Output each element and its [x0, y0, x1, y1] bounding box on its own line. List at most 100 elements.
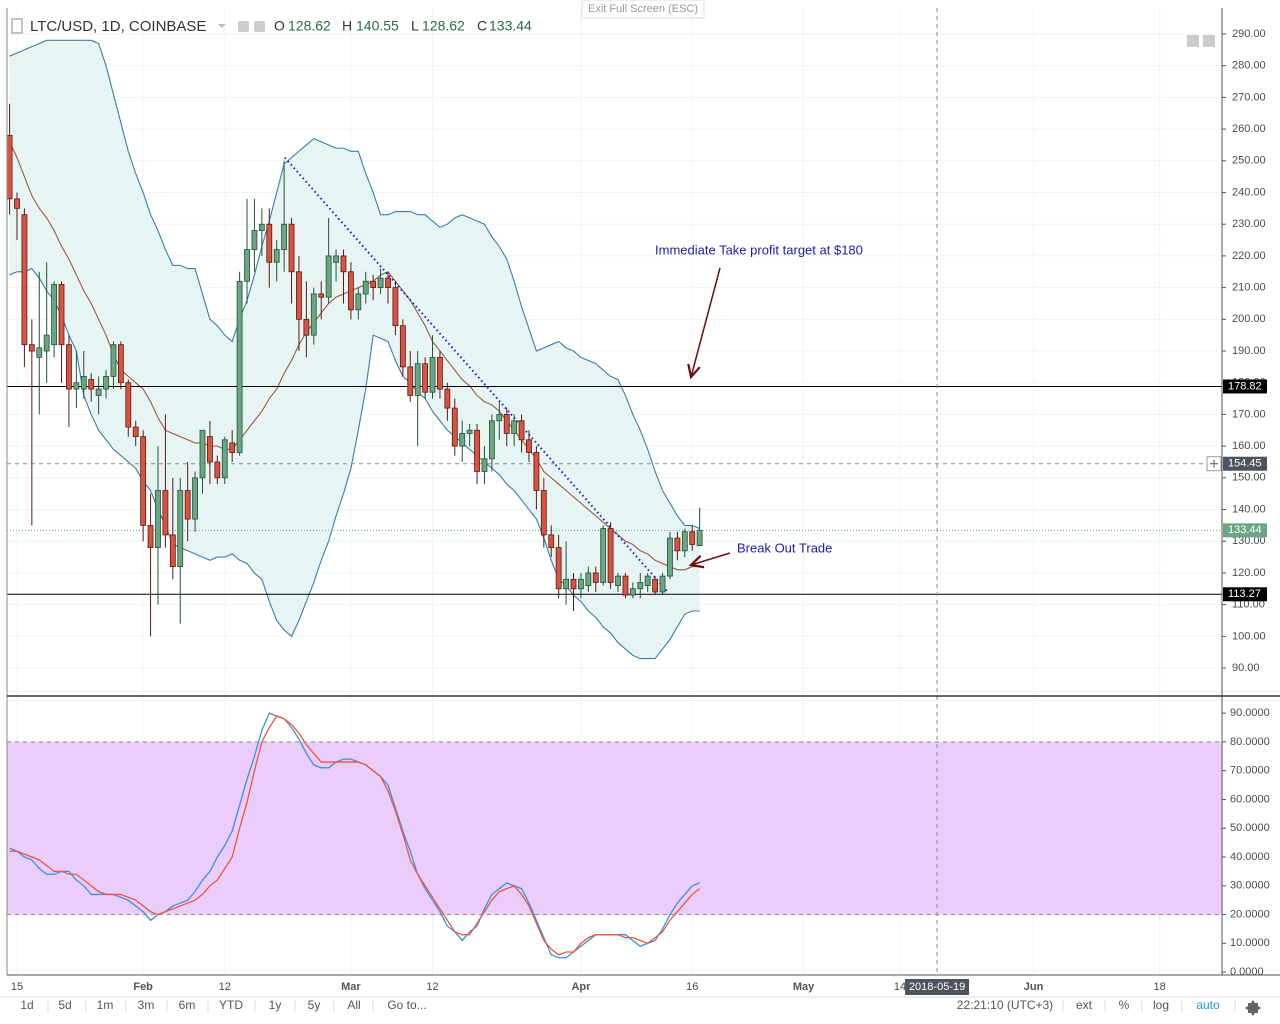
- candle-body: [437, 356, 443, 390]
- goto-button[interactable]: Go to...: [387, 998, 426, 1012]
- y-tick-label: 0.0000: [1230, 966, 1264, 978]
- range-button[interactable]: 5d: [58, 998, 71, 1012]
- option-button[interactable]: %: [1119, 998, 1130, 1012]
- level-label: 154.45: [1228, 458, 1262, 470]
- candle-body: [147, 524, 154, 548]
- ohlc-value: 128.62: [422, 18, 465, 34]
- candle-body: [340, 255, 347, 273]
- candle-body: [362, 280, 369, 295]
- candle-body: [548, 534, 555, 548]
- candle-body: [58, 284, 65, 346]
- candle-body: [229, 442, 236, 453]
- candle-body: [488, 420, 495, 460]
- candle-body: [80, 375, 87, 390]
- candle-body: [318, 293, 325, 298]
- settings-gear[interactable]: [1245, 1000, 1261, 1016]
- candle-body: [570, 578, 577, 590]
- plus-icon: [1210, 459, 1218, 468]
- y-tick-label: 260.00: [1232, 123, 1266, 135]
- range-button[interactable]: 1m: [97, 998, 114, 1012]
- candle-body: [66, 344, 72, 390]
- candle-body: [333, 255, 339, 263]
- stoch-pane: [7, 697, 1222, 975]
- option-button[interactable]: auto: [1196, 998, 1220, 1012]
- level-box: [1223, 379, 1267, 394]
- candle-body: [526, 439, 532, 453]
- x-tick-label: Feb: [133, 981, 153, 993]
- range-button[interactable]: 3m: [138, 998, 155, 1012]
- y-tick-label: 140.00: [1232, 503, 1266, 515]
- candle-body: [667, 537, 673, 577]
- indicator-line: [9, 712, 700, 959]
- candle-body: [110, 344, 117, 377]
- indicator-line: [9, 715, 701, 956]
- range-button[interactable]: 6m: [179, 998, 196, 1012]
- price-pane: [7, 8, 1222, 695]
- ohlc-label: H: [342, 18, 352, 34]
- pane-maximize[interactable]: [1203, 35, 1215, 47]
- range-button[interactable]: 1y: [269, 998, 282, 1012]
- range-button[interactable]: 1d: [20, 998, 33, 1012]
- candle-body: [503, 414, 510, 434]
- candle-body: [518, 420, 525, 441]
- candle-body: [177, 490, 184, 568]
- candle-body: [563, 578, 569, 590]
- candle-body: [21, 214, 28, 346]
- y-tick-label: 70.0000: [1230, 765, 1270, 777]
- range-button[interactable]: YTD: [219, 998, 243, 1012]
- last-price-label: 133.44: [1228, 524, 1262, 536]
- overlay: 15 Feb 12 Mar 12 Apr 16 May 14 Jun 18 90.00 100.00 11…: [11, 8, 1270, 995]
- option-button[interactable]: ext: [1076, 998, 1093, 1012]
- candle-body: [236, 280, 243, 453]
- indicator-line: [9, 141, 700, 571]
- candle-body: [585, 572, 592, 587]
- x-tick-label: May: [793, 981, 815, 993]
- candle-body: [95, 388, 102, 396]
- candle-body: [214, 461, 221, 479]
- y-tick-label: 110.00: [1232, 599, 1265, 611]
- x-tick-label: 12: [426, 981, 438, 993]
- y-tick-label: 90.0000: [1230, 707, 1270, 719]
- candle-body: [481, 458, 488, 472]
- candle-body: [578, 578, 584, 590]
- candle-body: [533, 452, 540, 491]
- range-button[interactable]: All: [347, 998, 360, 1012]
- stoch-band: [7, 741, 1222, 915]
- candle-body: [7, 135, 13, 200]
- candle-body: [207, 436, 213, 463]
- cursor-date-box: [905, 979, 970, 995]
- candle-body: [466, 429, 473, 434]
- indicator-line: [9, 267, 700, 660]
- candle-body: [325, 255, 332, 298]
- visibility-icon[interactable]: [238, 21, 249, 32]
- level-box: [1223, 587, 1267, 602]
- range-button[interactable]: 5y: [308, 998, 321, 1012]
- toolbar: 1d 5d 1m 3m 6m YTD 1y 5y All Go to... 22:21:10 (UT…: [20, 998, 1236, 1012]
- y-tick-label: 60.0000: [1230, 793, 1270, 805]
- candle-body: [637, 582, 644, 590]
- y-tick-label: 100.00: [1232, 630, 1266, 642]
- candle-body: [429, 356, 436, 393]
- candle-body: [184, 490, 191, 520]
- y-tick-label: 90.00: [1232, 662, 1260, 674]
- candle-body: [496, 414, 503, 422]
- candle-body: [281, 223, 288, 250]
- option-button[interactable]: log: [1153, 998, 1169, 1012]
- level-label: 178.82: [1228, 380, 1262, 392]
- candle-body: [600, 528, 607, 583]
- candle-body: [251, 230, 258, 250]
- y-tick-label: 290.00: [1232, 28, 1266, 40]
- candle-body: [674, 537, 681, 552]
- candle-body: [140, 436, 147, 526]
- candle-body: [125, 382, 132, 428]
- symbol-icon[interactable]: [11, 18, 23, 34]
- candle-body: [132, 426, 139, 438]
- ohlc-label: O: [274, 18, 285, 34]
- candle-body: [221, 439, 228, 479]
- dropdown[interactable]: [218, 24, 226, 28]
- exit-fullscreen[interactable]: [581, 0, 705, 19]
- settings-icon[interactable]: [254, 21, 265, 32]
- pane-up[interactable]: [1187, 35, 1199, 47]
- candle-body: [162, 490, 169, 536]
